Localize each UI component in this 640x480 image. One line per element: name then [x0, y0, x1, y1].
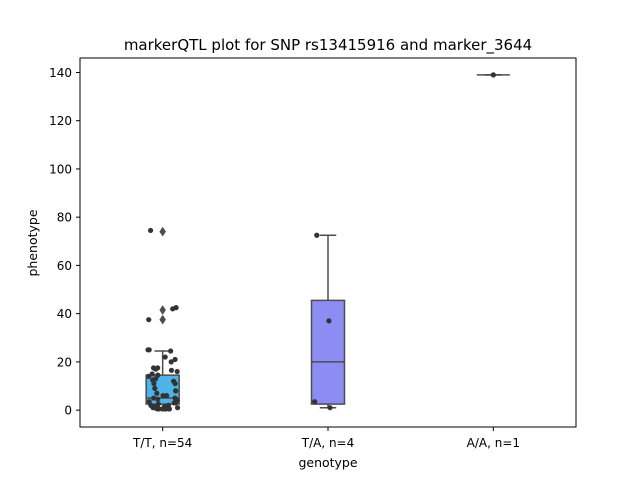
data-point — [327, 405, 333, 411]
data-point — [171, 400, 177, 406]
outlier-marker — [159, 226, 166, 237]
data-point — [174, 368, 180, 375]
data-point — [490, 72, 496, 78]
y-tick-label: 20 — [57, 355, 72, 369]
data-point — [154, 390, 160, 396]
data-point — [151, 380, 157, 387]
y-tick-label: 40 — [57, 307, 72, 321]
data-point — [314, 232, 320, 238]
data-point — [168, 348, 174, 354]
box — [310, 299, 346, 405]
data-point — [160, 393, 166, 399]
data-point — [153, 366, 159, 372]
axes: 0 20 40 60 80 100 120 140 T/T, n=54 T/A, n=4 A/A, … — [49, 66, 520, 450]
x-tick-label: T/T, n=54 — [132, 436, 192, 450]
data-point — [326, 318, 332, 324]
y-tick-label: 80 — [57, 211, 72, 225]
data-point — [155, 396, 161, 402]
data-point — [168, 359, 174, 365]
plot-area — [145, 72, 510, 412]
data-point — [147, 227, 154, 234]
data-point — [151, 395, 157, 401]
y-tick-label: 140 — [49, 66, 72, 80]
y-tick-label: 0 — [64, 404, 72, 418]
chart-title: markerQTL plot for SNP rs13415916 and ma… — [124, 36, 532, 55]
y-tick-label: 60 — [57, 259, 72, 273]
y-tick-label: 120 — [49, 114, 72, 128]
x-tick-label: T/A, n=4 — [301, 436, 355, 450]
box-group-1 — [310, 234, 346, 409]
data-point — [146, 347, 152, 353]
outlier-marker — [159, 314, 166, 325]
data-point — [166, 406, 173, 412]
data-point — [312, 399, 318, 405]
x-tick-label: A/A, n=1 — [467, 436, 520, 450]
data-point — [173, 305, 179, 311]
data-point — [172, 356, 178, 363]
data-point — [146, 373, 152, 379]
data-point — [150, 405, 156, 411]
data-point — [173, 388, 179, 394]
data-point — [174, 405, 181, 411]
outlier-marker — [159, 305, 166, 315]
data-point — [172, 380, 178, 387]
data-point — [154, 406, 161, 412]
data-point — [152, 385, 158, 392]
data-point — [163, 406, 169, 412]
y-tick-label: 100 — [49, 162, 72, 176]
y-axis-label: phenotype — [25, 209, 40, 276]
data-point — [146, 317, 152, 323]
data-point — [168, 367, 175, 373]
data-point — [162, 354, 168, 360]
x-axis-label: genotype — [298, 455, 357, 470]
